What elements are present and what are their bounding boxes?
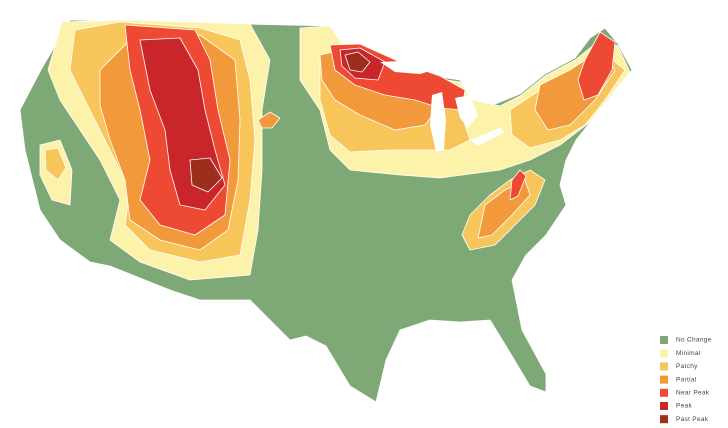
lake-huron	[455, 95, 478, 128]
past-peak-co	[189, 157, 223, 193]
legend-label: Partial	[676, 376, 697, 383]
legend-label: Peak	[676, 403, 692, 410]
legend-label: No Change	[676, 337, 712, 344]
legend-label: Past Peak	[676, 416, 709, 423]
legend-swatch	[660, 388, 668, 397]
legend-swatch	[660, 349, 668, 358]
legend-swatch	[660, 362, 668, 371]
legend: No Change Minimal Patchy Partial Near Peak Pe…	[660, 336, 712, 424]
near-peak-ne	[577, 31, 616, 101]
near-peak-wv	[509, 169, 527, 201]
legend-label: Patchy	[676, 363, 698, 370]
lake-michigan	[430, 92, 446, 152]
patchy-ca	[44, 147, 67, 181]
legend-swatch	[660, 415, 668, 424]
lake-erie	[470, 128, 505, 146]
map-regions	[19, 19, 633, 403]
legend-swatch	[660, 375, 668, 384]
legend-swatch	[660, 402, 668, 410]
legend-label: Near Peak	[676, 390, 710, 397]
partial-sd	[257, 111, 281, 129]
lake-superior	[380, 60, 440, 74]
past-peak-mn	[344, 51, 371, 73]
legend-swatch	[660, 336, 668, 344]
legend-label: Minimal	[676, 350, 701, 357]
